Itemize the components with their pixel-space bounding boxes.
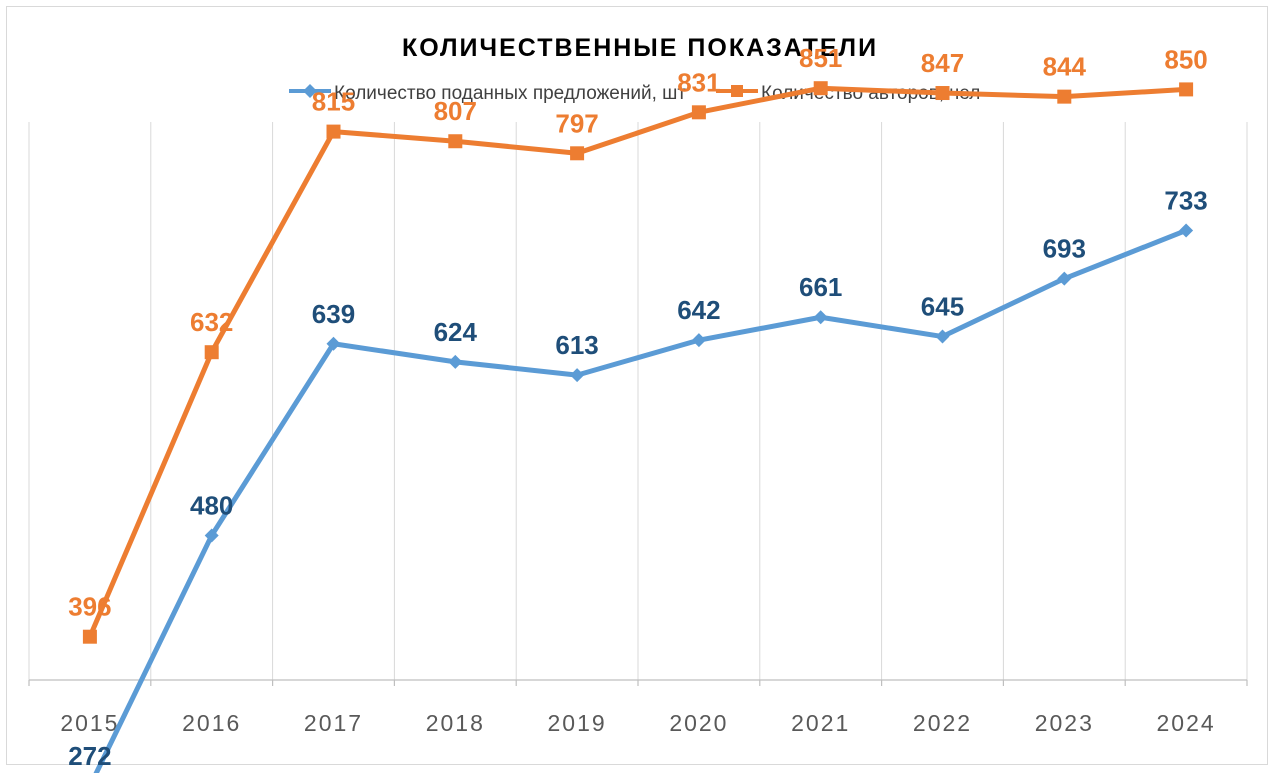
data-point — [326, 336, 341, 351]
data-label: 847 — [921, 48, 964, 78]
data-label: 639 — [312, 299, 355, 329]
data-label: 733 — [1164, 185, 1207, 215]
x-tick-label: 2016 — [182, 710, 241, 736]
data-label: 693 — [1043, 234, 1086, 264]
series-line — [93, 227, 1189, 773]
legend-item: Количество поданных предложений, шт — [289, 83, 686, 104]
data-label: 396 — [68, 592, 111, 622]
data-point — [570, 368, 585, 383]
data-point — [935, 329, 950, 344]
data-label: 642 — [677, 295, 720, 325]
legend-marker — [303, 84, 317, 98]
legend-marker — [731, 85, 743, 97]
data-point — [1179, 223, 1194, 238]
gridlines — [28, 122, 1248, 680]
x-tick-label: 2017 — [304, 710, 363, 736]
x-tick-label: 2022 — [913, 710, 972, 736]
series-line — [87, 85, 1189, 640]
data-label: 797 — [555, 108, 598, 138]
data-point — [326, 124, 341, 139]
data-label: 480 — [190, 490, 233, 520]
data-label: 624 — [434, 317, 478, 347]
data-point — [691, 333, 706, 348]
data-label: 661 — [799, 272, 842, 302]
legend: Количество поданных предложений, шт Колич… — [289, 83, 980, 104]
chart-title: КОЛИЧЕСТВЕННЫЕ ПОКАЗАТЕЛИ — [402, 34, 878, 62]
data-label: 645 — [921, 292, 964, 322]
x-tick-label: 2018 — [426, 710, 485, 736]
data-point — [448, 134, 463, 149]
data-point — [1057, 271, 1072, 286]
data-point — [570, 146, 585, 161]
x-tick-label: 2019 — [548, 710, 607, 736]
data-label: 851 — [799, 43, 842, 73]
chart-frame — [6, 6, 1268, 765]
data-point — [691, 105, 706, 120]
data-label: 632 — [190, 307, 233, 337]
x-tick-label: 2021 — [791, 710, 850, 736]
data-label: 844 — [1043, 52, 1087, 82]
x-tick-label: 2020 — [669, 710, 728, 736]
data-label: 850 — [1164, 44, 1207, 74]
data-label: 807 — [434, 96, 477, 126]
data-point — [1057, 89, 1072, 104]
data-label: 613 — [555, 330, 598, 360]
x-tick-label: 2023 — [1035, 710, 1094, 736]
series-layer: 272 480 639 624 613 642 661 645 693 733 396 632 815 8… — [68, 43, 1208, 773]
data-point — [1179, 82, 1194, 97]
data-point — [813, 310, 828, 325]
x-axis: 2015 2016 2017 2018 2019 2020 2021 2022 2023 2024 — [28, 679, 1248, 736]
data-label: 831 — [677, 67, 720, 97]
data-label: 272 — [68, 741, 111, 771]
data-point — [448, 354, 463, 369]
data-point — [204, 345, 219, 360]
series: 396 632 815 807 797 831 851 847 844 850 — [68, 43, 1208, 644]
x-tick-label: 2015 — [60, 710, 119, 736]
data-point — [935, 86, 950, 101]
x-tick-label: 2024 — [1157, 710, 1216, 736]
data-point — [82, 629, 97, 644]
legend-label: Количество поданных предложений, шт — [334, 83, 686, 104]
data-point — [813, 81, 828, 96]
data-label: 815 — [312, 87, 355, 117]
series: 272 480 639 624 613 642 661 645 693 733 — [68, 185, 1208, 773]
data-point — [204, 528, 219, 543]
